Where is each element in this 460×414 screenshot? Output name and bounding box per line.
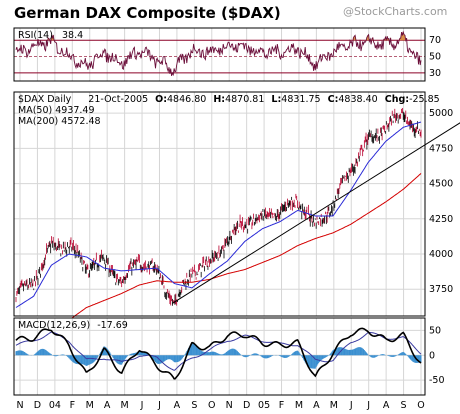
macd-panel: MACD(12,26,9) -17.69 50 0 -50 (13, 317, 445, 396)
x-tick-label: F (70, 400, 75, 411)
price-header: $DAX Daily 21-Oct-2005 O:4846.80 H:4870.… (18, 94, 440, 105)
rsi-ticks: 70 50 30 (429, 35, 441, 79)
rsi-panel: RSI(14) 38.4 70 50 30 (13, 27, 441, 82)
rsi-tick-label: 30 (429, 68, 441, 79)
price-frame (13, 91, 426, 317)
ma200-line (15, 173, 422, 368)
ma50-value: 4937.49 (55, 105, 94, 116)
x-tick-label: J (140, 400, 144, 411)
macd-series (15, 327, 422, 380)
rsi-tick-label: 50 (429, 52, 441, 63)
price-tick-label: 4750 (429, 143, 453, 154)
chg-value: -25.85 (409, 94, 440, 105)
close-key: C: (328, 94, 339, 105)
macd-grid (14, 318, 425, 395)
rsi-frame (13, 27, 426, 82)
price-panel: 5000 4750 4500 4250 4000 3750 $DAX Daily 21-O… (13, 91, 460, 368)
macd-tick-label: 0 (429, 350, 435, 361)
x-tick-label: O (208, 400, 215, 411)
macd-ticks: 50 0 -50 (429, 325, 445, 386)
x-tick-label: N (16, 400, 23, 411)
macd-label-name: MACD(12,26,9) (18, 320, 90, 331)
macd-signal-line (15, 331, 422, 371)
x-axis-labels: N D 04 F M A M J J A S O N D 05 F M A M J J A S O (16, 400, 424, 411)
ma200-value: 4572.48 (61, 116, 100, 127)
rsi-series (15, 30, 422, 77)
ma50-line (15, 121, 422, 308)
price-tick-label: 3750 (429, 284, 453, 295)
x-tick-label: F (279, 400, 284, 411)
low-value: 4831.75 (281, 94, 320, 105)
macd-tick-label: 50 (429, 325, 441, 336)
rsi-levels (14, 39, 425, 74)
x-tick-label: M (330, 400, 338, 411)
ma200-legend: MA(200) 4572.48 (18, 116, 101, 127)
price-tick-label: 5000 (429, 108, 453, 119)
x-tick-label: J (157, 400, 161, 411)
x-tick-label: A (104, 400, 111, 411)
price-ticks: 5000 4750 4500 4250 4000 3750 (429, 108, 453, 295)
rsi-line (15, 30, 422, 77)
x-tick-label: A (313, 400, 320, 411)
open-value: 4846.80 (167, 94, 206, 105)
open-key: O: (155, 94, 167, 105)
macd-tick-label: -50 (429, 375, 445, 386)
rsi-tick-label: 70 (429, 35, 441, 46)
x-tick-label: A (383, 400, 390, 411)
x-tick-label: J (366, 400, 370, 411)
date-label: 21-Oct-2005 (88, 94, 148, 105)
ma200-label: MA(200) (18, 116, 58, 127)
chart-title: German DAX Composite ($DAX) (14, 4, 281, 22)
price-tick-label: 4500 (429, 179, 453, 190)
ma50-label: MA(50) (18, 105, 52, 116)
price-tick-label: 4250 (429, 214, 453, 225)
high-key: H: (213, 94, 225, 105)
x-tick-label: O (417, 400, 424, 411)
trendline (172, 122, 460, 304)
high-value: 4870.81 (225, 94, 264, 105)
low-key: L: (271, 94, 281, 105)
x-tick-label: 04 (49, 400, 61, 411)
x-tick-label: N (226, 400, 233, 411)
x-tick-label: M (121, 400, 129, 411)
price-frame-bg (14, 92, 425, 316)
x-tick-label: D (243, 400, 250, 411)
macd-label-value: -17.69 (97, 320, 128, 331)
x-tick-label: J (349, 400, 353, 411)
macd-label: MACD(12,26,9) -17.69 (18, 320, 128, 331)
x-tick-label: A (174, 400, 181, 411)
x-tick-label: M (295, 400, 303, 411)
close-value: 4838.40 (338, 94, 377, 105)
symbol-label: $DAX Daily (18, 94, 72, 105)
chg-key: Chg: (385, 94, 409, 105)
macd-line (15, 327, 422, 380)
rsi-value: 38.4 (62, 30, 83, 41)
x-tick-label: S (401, 400, 407, 411)
ma50-legend: MA(50) 4937.49 (18, 105, 95, 116)
credit-text: @StockCharts.com (343, 5, 447, 18)
price-series (15, 107, 460, 368)
macd-frame (13, 317, 426, 396)
rsi-label: RSI(14) (18, 30, 53, 41)
x-tick-label: M (86, 400, 94, 411)
x-tick-label: S (191, 400, 197, 411)
x-tick-label: 05 (258, 400, 270, 411)
x-tick-label: D (34, 400, 41, 411)
price-tick-label: 4000 (429, 249, 453, 260)
